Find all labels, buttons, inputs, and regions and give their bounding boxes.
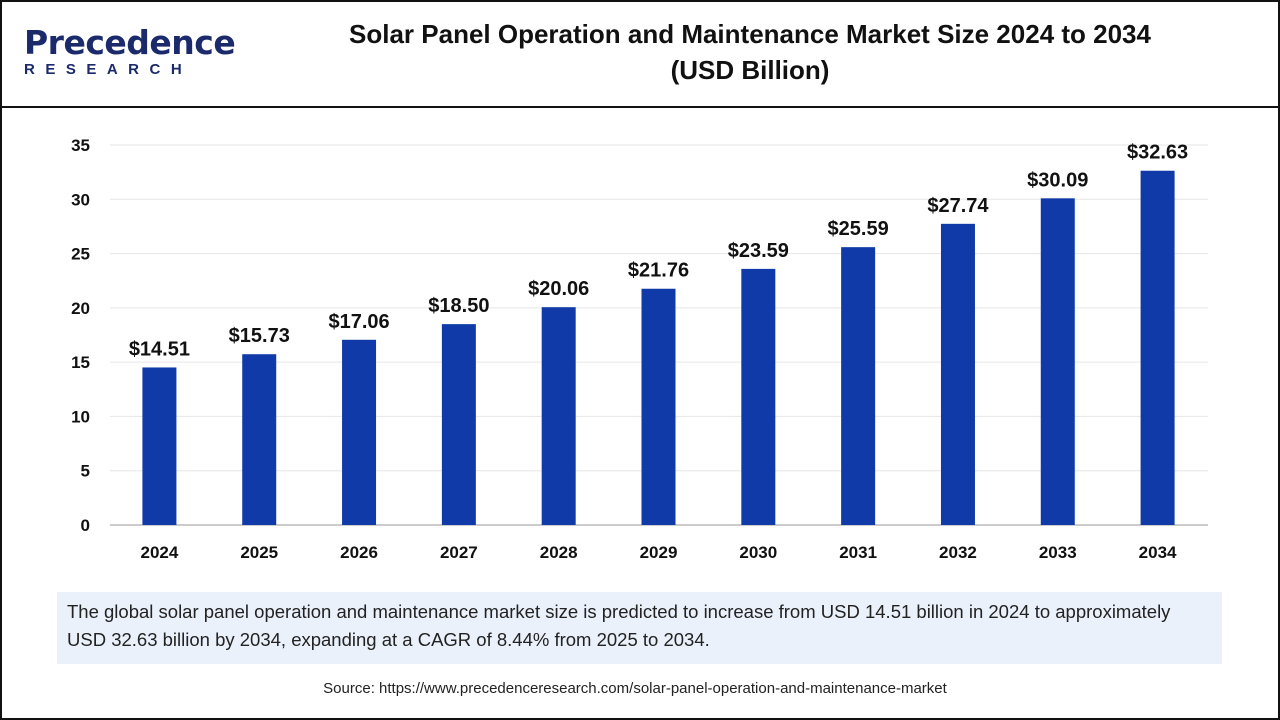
x-tick-label: 2030 (739, 543, 777, 562)
y-tick-label: 30 (71, 190, 90, 209)
x-tick-label: 2028 (540, 543, 578, 562)
data-label: $18.50 (428, 295, 489, 317)
chart-title: Solar Panel Operation and Maintenance Ma… (260, 16, 1240, 88)
y-tick-label: 0 (81, 516, 90, 535)
description-box: The global solar panel operation and mai… (57, 592, 1222, 664)
x-tick-label: 2034 (1139, 543, 1177, 562)
data-label: $21.76 (628, 260, 689, 282)
bar-2032 (940, 223, 975, 525)
bar-2029 (641, 288, 676, 525)
y-tick-label: 10 (71, 407, 90, 426)
x-tick-label: 2026 (340, 543, 378, 562)
y-tick-label: 15 (71, 353, 90, 372)
y-tick-label: 5 (81, 462, 90, 481)
logo-wordmark: Precedence (24, 23, 236, 62)
bar-2031 (841, 247, 876, 525)
title-line: Solar Panel Operation and Maintenance Ma… (349, 19, 1151, 49)
x-tick-label: 2033 (1039, 543, 1077, 562)
bar-2025 (242, 354, 277, 525)
data-label: $27.74 (927, 195, 989, 217)
bar-2027 (441, 324, 476, 525)
x-tick-label: 2029 (640, 543, 678, 562)
data-label: $15.73 (229, 325, 290, 347)
x-tick-label: 2024 (140, 543, 178, 562)
data-label: $17.06 (328, 311, 389, 333)
data-label: $32.63 (1127, 142, 1188, 164)
y-tick-label: 35 (71, 136, 90, 155)
y-tick-label: 25 (71, 245, 90, 264)
bar-2034 (1140, 170, 1175, 525)
x-tick-label: 2031 (839, 543, 877, 562)
bar-2026 (342, 339, 377, 525)
x-tick-label: 2032 (939, 543, 977, 562)
bar-2028 (541, 307, 576, 525)
data-label: $20.06 (528, 278, 589, 300)
bar-2033 (1040, 198, 1075, 525)
data-label: $25.59 (828, 218, 889, 240)
logo-subtitle: RESEARCH (24, 61, 193, 78)
data-label: $30.09 (1027, 169, 1088, 191)
bar-2030 (741, 268, 776, 525)
header-divider (0, 106, 1280, 108)
precedence-research-logo: Precedence RESEARCH (24, 23, 236, 82)
x-tick-label: 2025 (240, 543, 278, 562)
subtitle-line: (USD Billion) (670, 55, 830, 85)
y-tick-label: 20 (71, 299, 90, 318)
x-tick-label: 2027 (440, 543, 478, 562)
data-label: $23.59 (728, 240, 789, 262)
data-label: $14.51 (129, 338, 190, 360)
source-text: Source: https://www.precedenceresearch.c… (323, 680, 947, 697)
bar-2024 (142, 367, 177, 525)
